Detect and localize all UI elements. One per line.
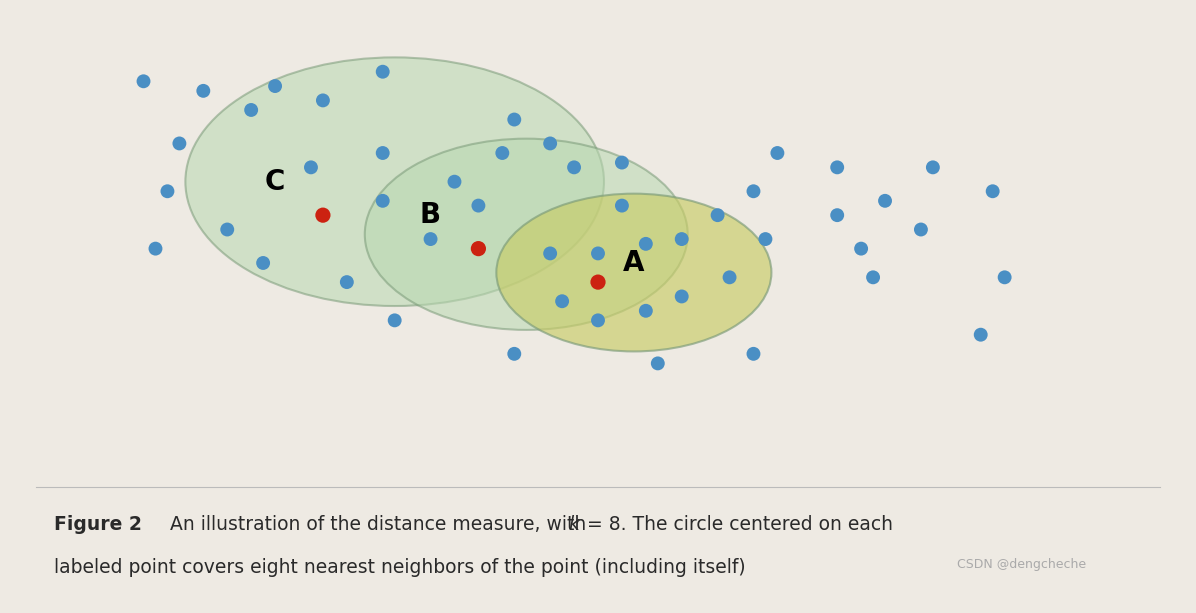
Point (254, 258, 273, 268)
Point (768, 148, 787, 158)
Point (146, 244, 165, 254)
Text: An illustration of the distance measure, with: An illustration of the distance measure,… (152, 515, 592, 534)
Point (301, 162, 321, 172)
Point (708, 210, 727, 220)
Point (553, 296, 572, 306)
Point (313, 96, 332, 105)
Text: k: k (568, 515, 579, 534)
Point (636, 239, 655, 249)
Point (373, 67, 392, 77)
Point (565, 162, 584, 172)
Point (983, 186, 1002, 196)
Point (218, 224, 237, 234)
Point (493, 148, 512, 158)
Text: = 8. The circle centered on each: = 8. The circle centered on each (581, 515, 893, 534)
Point (911, 224, 930, 234)
Point (158, 186, 177, 196)
Point (923, 162, 942, 172)
Point (266, 81, 285, 91)
Point (588, 277, 608, 287)
Point (134, 77, 153, 86)
Point (373, 196, 392, 206)
Point (588, 316, 608, 326)
Point (971, 330, 990, 340)
Ellipse shape (496, 194, 771, 351)
Point (337, 277, 356, 287)
Point (864, 272, 883, 282)
Point (505, 115, 524, 124)
Point (852, 244, 871, 254)
Point (385, 316, 404, 326)
Text: labeled point covers eight nearest neighbors of the point (including itself): labeled point covers eight nearest neigh… (54, 558, 745, 577)
Point (995, 272, 1014, 282)
Point (672, 292, 691, 302)
Point (636, 306, 655, 316)
Point (373, 148, 392, 158)
Point (672, 234, 691, 244)
Point (612, 158, 631, 167)
Point (505, 349, 524, 359)
Point (445, 177, 464, 186)
Point (756, 234, 775, 244)
Point (541, 248, 560, 258)
Text: CSDN @dengcheche: CSDN @dengcheche (957, 558, 1086, 571)
Point (828, 162, 847, 172)
Point (588, 248, 608, 258)
Point (648, 359, 667, 368)
Ellipse shape (185, 58, 604, 306)
Point (469, 244, 488, 254)
Point (744, 186, 763, 196)
Point (194, 86, 213, 96)
Point (875, 196, 895, 206)
Point (612, 200, 631, 210)
Point (469, 200, 488, 210)
Point (242, 105, 261, 115)
Point (828, 210, 847, 220)
Text: C: C (264, 168, 286, 196)
Point (421, 234, 440, 244)
Point (170, 139, 189, 148)
Point (720, 272, 739, 282)
Text: Figure 2: Figure 2 (54, 515, 141, 534)
Point (744, 349, 763, 359)
Point (313, 210, 332, 220)
Point (541, 139, 560, 148)
Ellipse shape (365, 139, 688, 330)
Text: A: A (623, 249, 645, 277)
Text: B: B (420, 201, 441, 229)
